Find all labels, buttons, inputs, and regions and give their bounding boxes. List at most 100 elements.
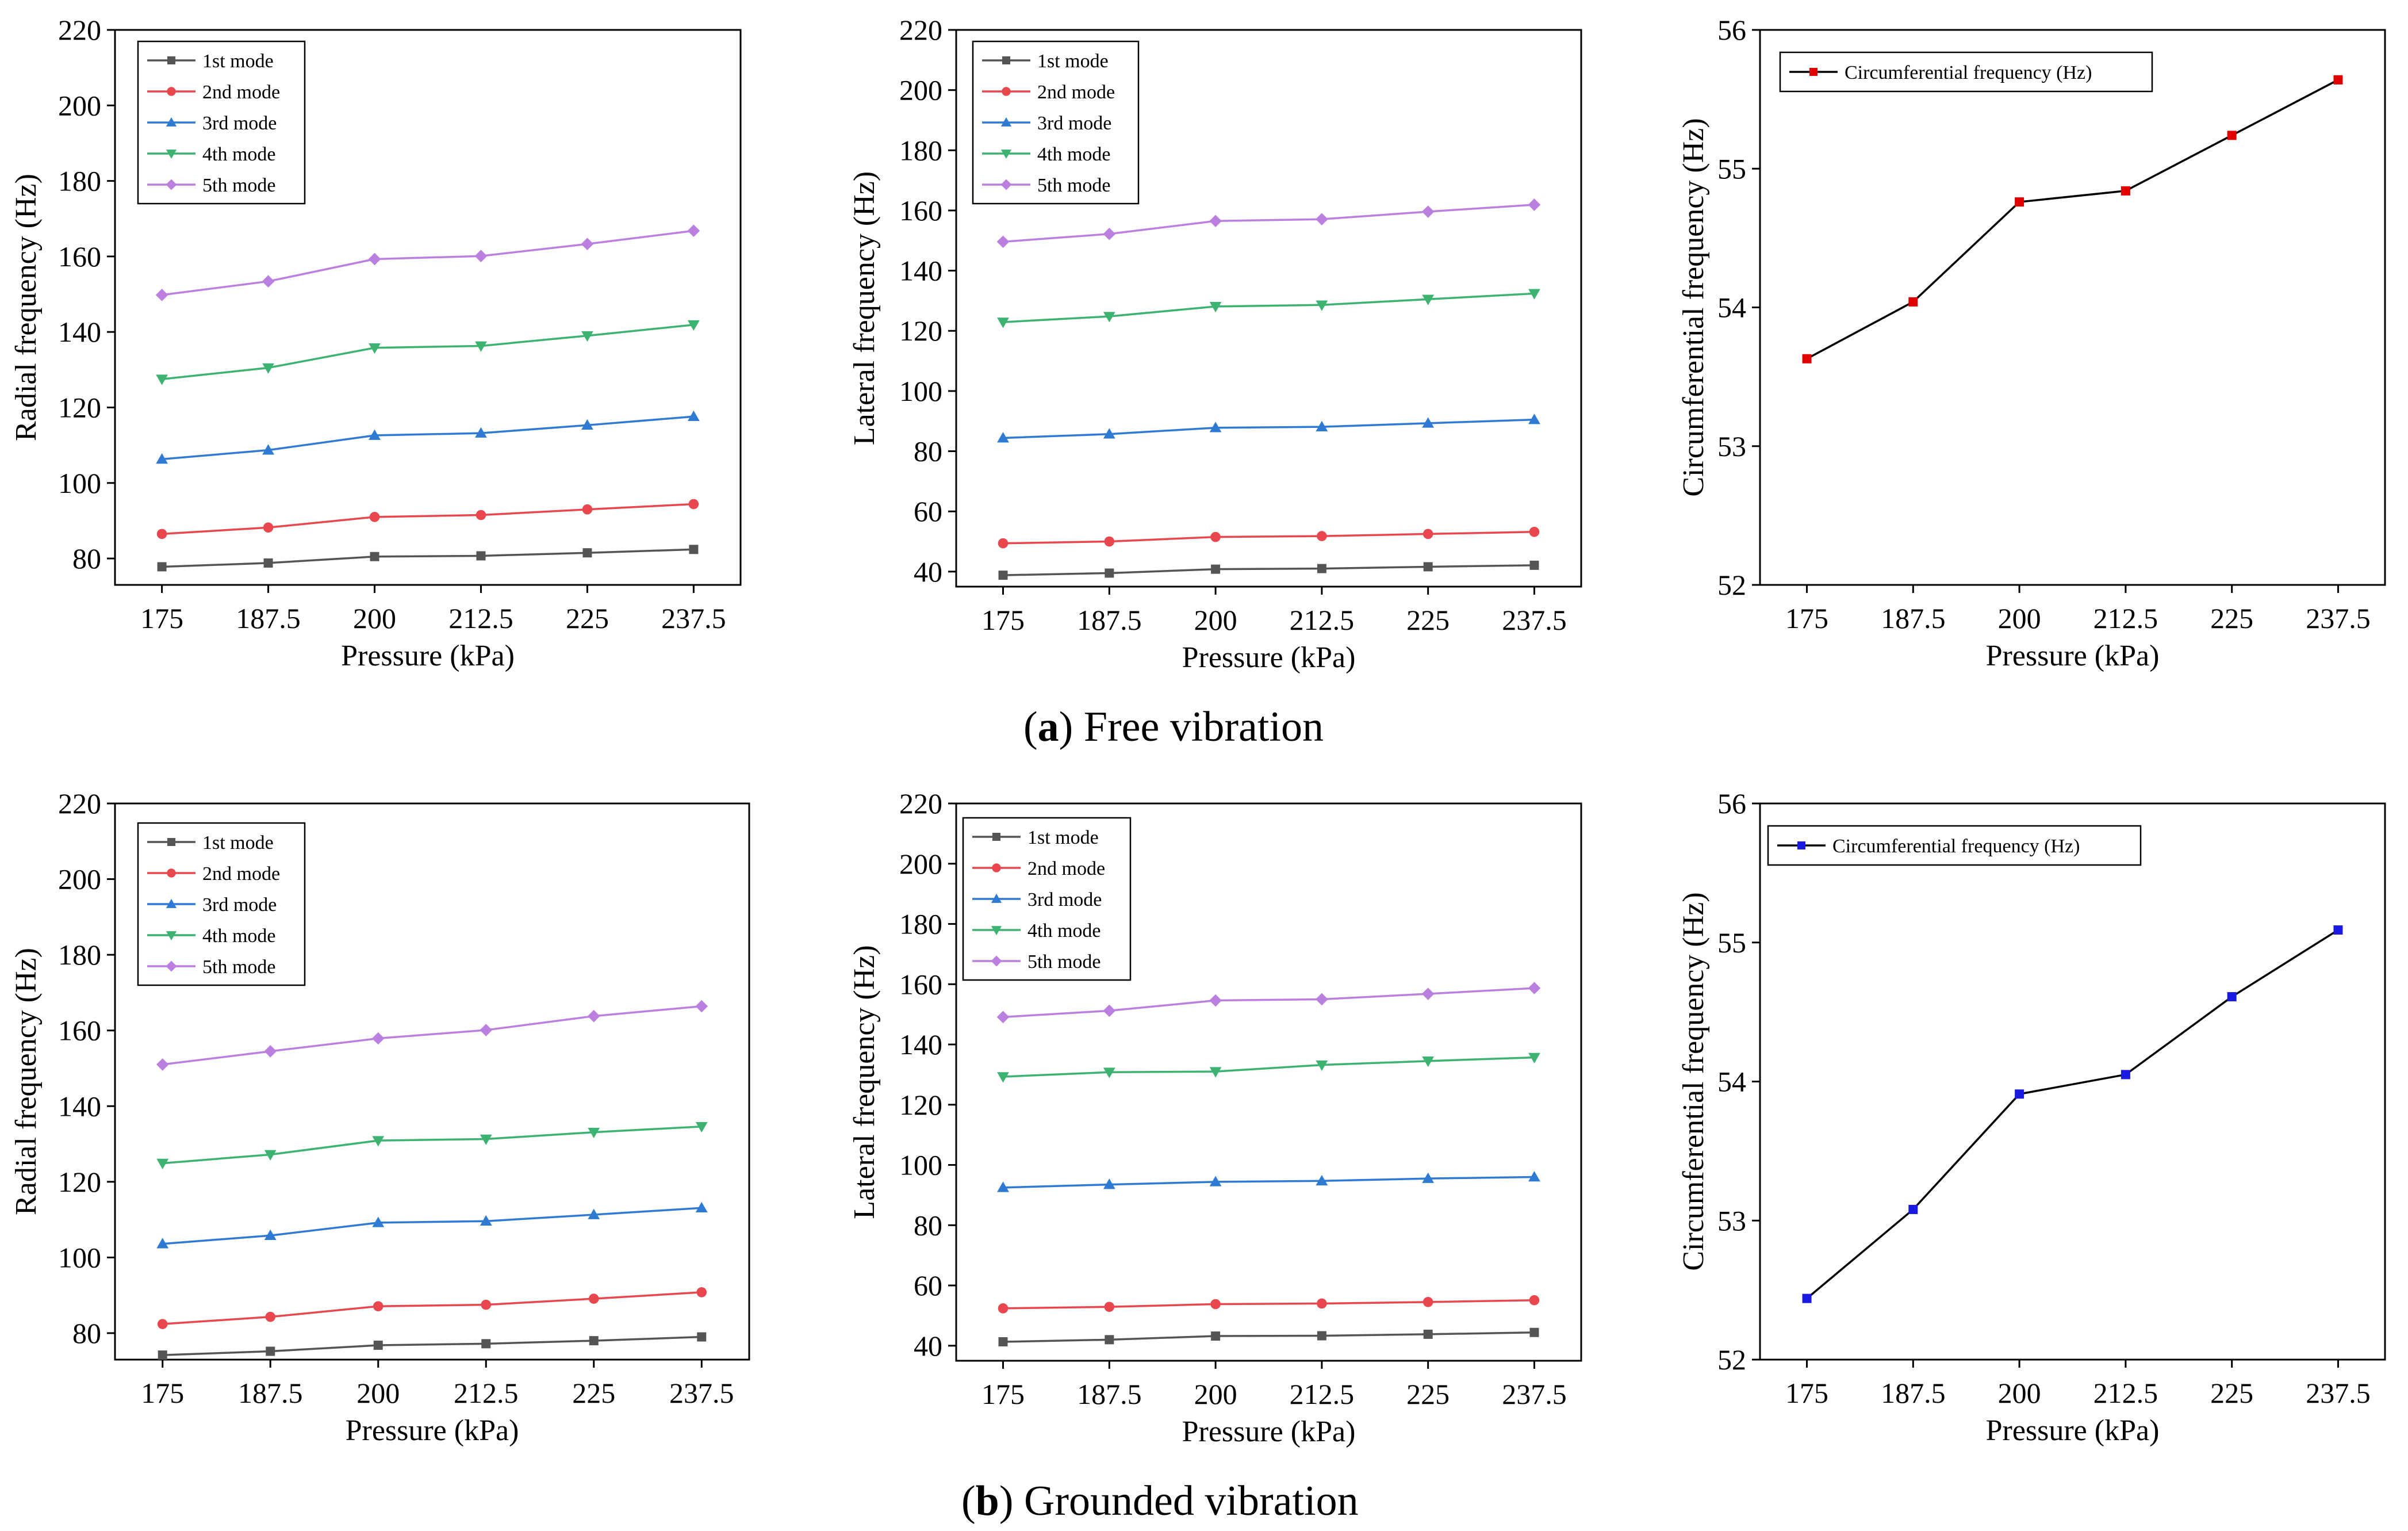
y-tick-label: 140 — [899, 255, 942, 287]
chart-a-circ: 175 187.5 200 212.5 225 237.5 52 53 54 55 56 Pressu… — [1677, 14, 2386, 672]
data-point — [156, 1158, 169, 1169]
legend-label: 3rd mode — [1027, 889, 1102, 910]
legend-marker — [991, 893, 1002, 903]
y-tick-label: 55 — [1717, 152, 1746, 185]
data-point — [1105, 1335, 1114, 1345]
data-point — [2121, 186, 2130, 196]
series-4th-mode — [156, 1122, 708, 1169]
legend-marker — [167, 838, 175, 846]
data-point — [2333, 75, 2343, 85]
series-2nd-mode — [157, 1287, 707, 1329]
y-tick-label: 53 — [1717, 1204, 1746, 1237]
series-3rd-mode — [156, 410, 700, 464]
legend-marker — [992, 863, 1001, 872]
data-point — [688, 499, 699, 510]
data-point — [157, 562, 167, 572]
data-point — [996, 235, 1010, 248]
data-point — [998, 571, 1008, 580]
data-point — [588, 1208, 600, 1219]
y-tick-label: 56 — [1717, 14, 1746, 46]
data-point — [480, 1134, 492, 1145]
legend-marker — [166, 150, 177, 159]
x-tick-label: 187.5 — [1077, 1378, 1142, 1410]
data-point — [1103, 1004, 1116, 1017]
data-point — [1209, 422, 1222, 432]
legend-marker — [1809, 68, 1817, 76]
data-point — [1317, 1298, 1327, 1309]
data-point — [998, 538, 1009, 549]
y-axis-title: Circumferential frequency (Hz) — [1677, 892, 1710, 1270]
legend-marker — [1797, 841, 1805, 849]
data-point — [1209, 994, 1222, 1007]
series-circumferential-frequency-hz- — [1802, 75, 2343, 363]
y-tick-label: 100 — [58, 1241, 101, 1273]
y-tick-label: 55 — [1717, 927, 1746, 959]
legend-marker — [992, 833, 1000, 841]
data-point — [1423, 562, 1433, 572]
legend-label: 4th mode — [202, 144, 275, 165]
legend-marker — [167, 868, 176, 878]
series-5th-mode — [996, 198, 1541, 248]
legend-label: 4th mode — [1037, 144, 1110, 165]
data-point — [1211, 564, 1221, 574]
legend-marker — [166, 960, 177, 972]
data-point — [372, 1216, 385, 1227]
series-4th-mode — [997, 289, 1540, 328]
legend-marker — [991, 926, 1002, 936]
chart-a-lateral: 175 187.5 200 212.5 225 237.5 40 60 80 100 120 140 1… — [848, 14, 1582, 674]
series-line — [1003, 204, 1535, 243]
data-point — [156, 374, 168, 385]
series-line — [1806, 79, 2339, 360]
x-tick-label: 187.5 — [236, 602, 301, 634]
series-line — [1003, 1056, 1535, 1078]
data-point — [370, 552, 379, 561]
series-1st-mode — [158, 1332, 707, 1360]
y-tick-label: 200 — [899, 74, 942, 106]
data-point — [1317, 1331, 1326, 1341]
data-point — [1211, 1331, 1221, 1341]
data-point — [262, 444, 274, 455]
x-tick-label: 225 — [2210, 602, 2253, 634]
data-point — [369, 343, 381, 354]
data-point — [1528, 1052, 1540, 1063]
data-point — [476, 551, 486, 561]
data-point — [1422, 529, 1433, 539]
data-point — [688, 410, 700, 422]
data-point — [1908, 1204, 1918, 1214]
legend: Circumferential frequency (Hz) — [1779, 51, 2153, 93]
plot-frame — [1759, 29, 2386, 586]
data-point — [1529, 1295, 1540, 1306]
data-point — [373, 1341, 383, 1350]
data-point — [588, 1127, 600, 1139]
series-line — [162, 1207, 702, 1245]
x-tick-label: 212.5 — [1290, 604, 1355, 636]
legend-label: 2nd mode — [202, 863, 280, 885]
legend-marker — [1000, 179, 1012, 190]
data-point — [1103, 1067, 1115, 1078]
series-line — [162, 1335, 702, 1356]
series-3rd-mode — [156, 1201, 708, 1249]
legend-box — [1779, 51, 2153, 93]
series-line — [162, 323, 694, 380]
x-tick-label: 212.5 — [2093, 602, 2158, 634]
data-point — [2015, 197, 2024, 207]
data-point — [1421, 988, 1435, 1000]
data-point — [1104, 536, 1115, 547]
legend: 1st mode 2nd mode 3rd mode 4th mode 5th mode — [972, 40, 1140, 205]
caption-a-text: Free vibration — [1083, 703, 1324, 751]
y-tick-label: 80 — [72, 1317, 101, 1349]
y-tick-label: 200 — [58, 89, 101, 121]
legend-label: 1st mode — [202, 832, 274, 853]
data-point — [997, 432, 1009, 443]
x-tick-label: 175 — [1785, 602, 1828, 634]
caption-b: (b) Grounded vibration — [961, 1478, 1359, 1525]
data-point — [265, 1311, 276, 1322]
data-point — [1529, 526, 1540, 537]
y-tick-label: 80 — [72, 542, 101, 575]
legend-label: 3rd mode — [202, 894, 277, 916]
data-point — [1209, 302, 1222, 313]
data-point — [1317, 531, 1327, 541]
data-point — [697, 1332, 707, 1342]
y-axis-title: Circumferential frequency (Hz) — [1677, 118, 1710, 496]
data-point — [373, 1301, 384, 1312]
